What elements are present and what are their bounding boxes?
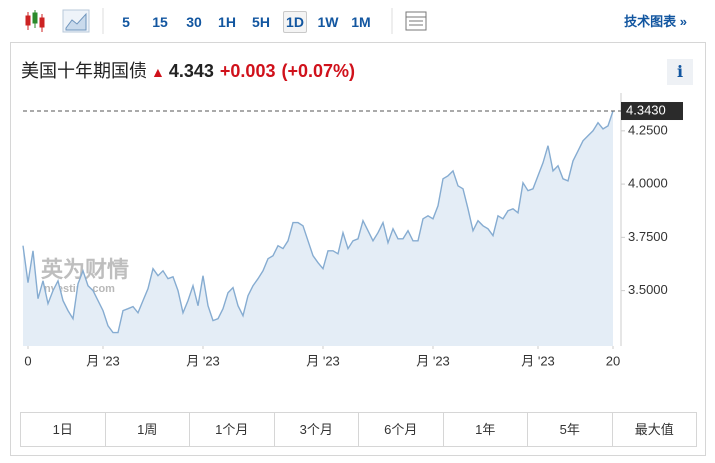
chart-panel: 美国十年期国债▲4.343+0.003(+0.07%) i 英为财情Invest… — [10, 42, 706, 456]
price-line — [22, 110, 614, 334]
info-button[interactable]: i — [667, 59, 693, 85]
interval-button[interactable]: 1H — [218, 14, 236, 30]
range-button[interactable]: 1个月 — [189, 413, 274, 446]
price: 4.343 — [168, 61, 214, 81]
y-tick-label: 3.5000 — [628, 282, 668, 297]
toolbar-icons — [25, 8, 427, 34]
x-tick-label: 0 — [24, 353, 31, 368]
chart: 英为财情Investing.com3.50003.75004.00004.250… — [22, 93, 683, 368]
toolbar: 技术图表 » 5 15 30 1H 5H 1D 1W 1M — [0, 0, 715, 42]
x-tick-label: 月 '23 — [521, 353, 555, 368]
interval-button[interactable]: 30 — [186, 14, 202, 30]
interval-button[interactable]: 1M — [351, 14, 371, 30]
y-tick-label: 4.0000 — [628, 176, 668, 191]
range-button[interactable]: 1日 — [52, 422, 73, 437]
range-button[interactable]: 1周 — [104, 413, 190, 446]
x-tick-label: 20 — [606, 353, 620, 368]
instrument-name: 美国十年期国债 — [21, 61, 147, 81]
range-selector: 1日 1周 1个月 3个月 6个月 1年 5年 最大值 — [20, 412, 697, 447]
up-arrow: ▲ — [151, 64, 165, 80]
interval-button[interactable]: 15 — [152, 14, 168, 30]
y-tick-label: 4.2500 — [628, 122, 668, 137]
x-tick-label: 月 '23 — [416, 353, 450, 368]
quote-header: 美国十年期国债 ▲ 4.343 +0.003 (+0.07%) — [21, 57, 361, 83]
area-icon[interactable] — [62, 9, 90, 33]
interval-button[interactable]: 1D — [283, 11, 307, 33]
last-price-box — [621, 102, 683, 121]
range-button[interactable]: 5年 — [527, 413, 612, 446]
interval-button[interactable]: 5 — [122, 14, 130, 30]
range-button[interactable]: 1年 — [442, 413, 528, 446]
candle-icon[interactable] — [25, 10, 45, 32]
x-tick-label: 月 '23 — [306, 353, 340, 368]
x-tick-label: 月 '23 — [186, 353, 220, 368]
area-fill — [23, 111, 613, 346]
last-price-label: 4.3430 — [626, 102, 666, 117]
tech-chart-link[interactable]: 技术图表 » — [624, 14, 687, 29]
change-pct: (+0.07%) — [281, 61, 356, 81]
range-button[interactable]: 最大值 — [611, 413, 697, 446]
range-button[interactable]: 3个月 — [273, 413, 359, 446]
y-tick-label: 3.7500 — [628, 229, 668, 244]
interval-button[interactable]: 5H — [252, 14, 270, 30]
interval-button[interactable]: 1W — [317, 14, 339, 30]
x-tick-label: 月 '23 — [86, 353, 120, 368]
range-button[interactable]: 6个月 — [358, 413, 443, 446]
table-icon[interactable] — [405, 11, 427, 31]
change: +0.003 — [219, 61, 276, 81]
